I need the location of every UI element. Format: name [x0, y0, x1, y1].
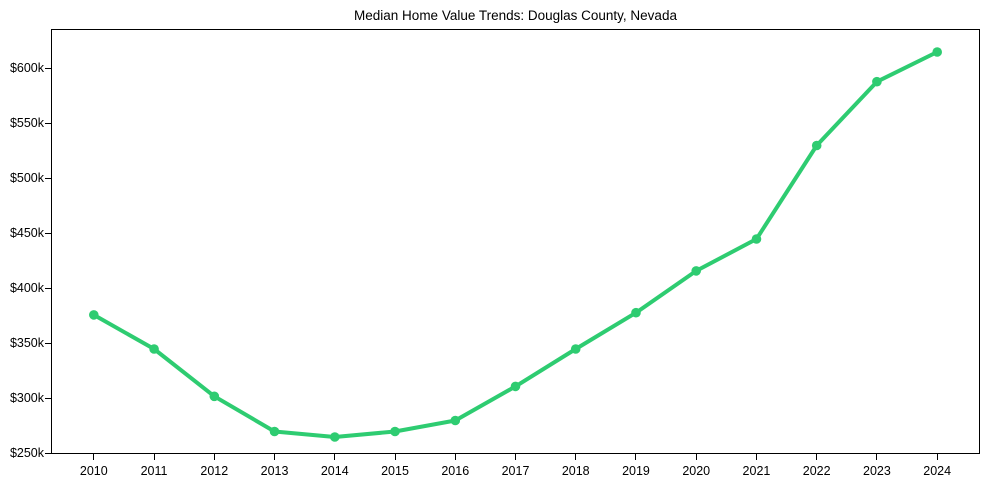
y-tick-label: $600k	[9, 61, 44, 76]
x-tick-label: 2012	[200, 464, 229, 478]
y-tick-label: $250k	[9, 446, 44, 460]
y-tick-label: $450k	[9, 226, 44, 241]
x-tick	[153, 454, 155, 460]
x-tick-label: 2018	[561, 464, 590, 478]
chart-title: Median Home Value Trends: Douglas County…	[354, 8, 677, 23]
x-tick	[635, 454, 637, 460]
y-tick	[45, 453, 51, 454]
x-tick	[755, 454, 757, 460]
y-tick	[45, 343, 51, 344]
x-tick-label: 2010	[79, 464, 108, 478]
x-tick-label: 2017	[501, 464, 530, 478]
x-tick	[213, 454, 215, 460]
x-tick	[695, 454, 697, 460]
x-tick	[876, 454, 878, 460]
y-tick	[45, 123, 51, 125]
y-tick-label: $500k	[9, 171, 44, 186]
x-tick-label: 2011	[140, 464, 168, 478]
y-tick-label: $400k	[9, 281, 44, 296]
x-tick-label: 2016	[441, 464, 470, 478]
plot-area	[51, 29, 980, 454]
x-tick-label: 2015	[381, 464, 409, 478]
x-tick-label: 2022	[802, 464, 831, 478]
x-tick-label: 2014	[320, 464, 349, 478]
y-tick-label: $550k	[9, 116, 44, 131]
y-tick	[45, 178, 51, 180]
x-tick	[575, 454, 577, 460]
y-tick	[45, 68, 51, 70]
x-tick-label: 2024	[923, 464, 952, 478]
x-tick	[274, 454, 276, 460]
x-tick	[334, 454, 336, 460]
x-tick-label: 2019	[622, 464, 650, 478]
x-tick	[93, 454, 95, 460]
x-tick-label: 2013	[260, 464, 289, 478]
x-tick	[515, 454, 516, 460]
x-tick-label: 2021	[742, 464, 771, 478]
y-tick	[45, 233, 51, 235]
x-tick-label: 2023	[863, 464, 891, 478]
y-tick-label: $300k	[9, 391, 44, 405]
x-tick-label: 2020	[682, 464, 711, 478]
x-tick	[454, 454, 456, 460]
x-tick	[816, 454, 818, 460]
y-tick-label: $350k	[9, 336, 44, 350]
x-tick	[936, 454, 938, 460]
x-tick	[394, 454, 396, 460]
y-tick	[45, 398, 51, 399]
y-tick	[45, 288, 51, 290]
